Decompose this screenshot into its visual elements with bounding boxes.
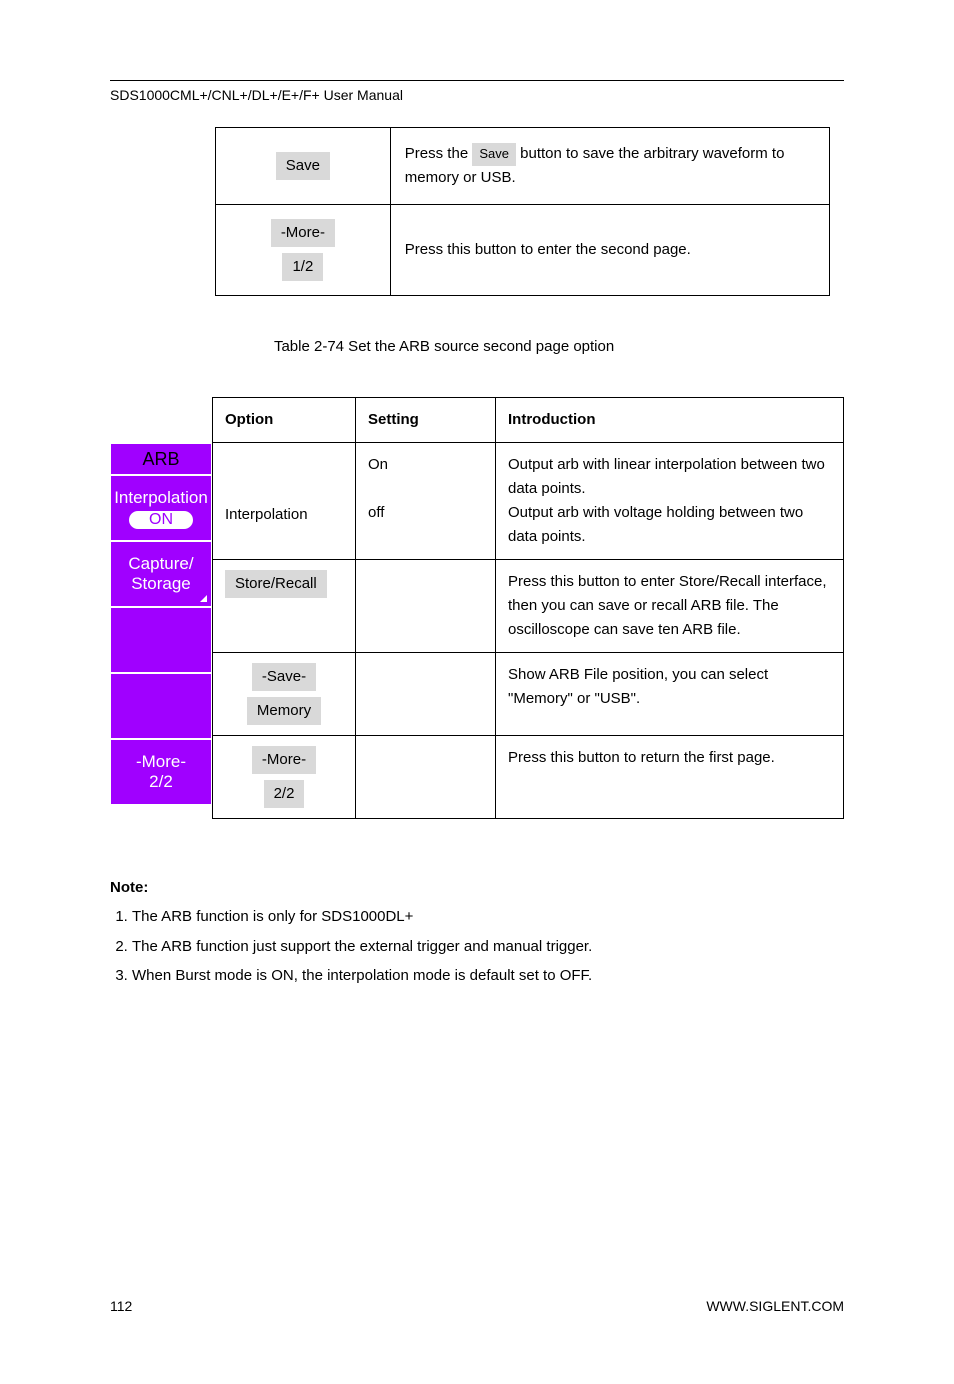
table-row: Store/Recall Press this button to enter … <box>213 560 844 653</box>
setting-cell <box>356 736 496 819</box>
save-label: -Save- <box>252 663 316 691</box>
store-recall-button-label: Store/Recall <box>225 570 327 598</box>
page-indicator-label: 2/2 <box>264 780 305 808</box>
interpolation-value-pill: ON <box>129 511 193 529</box>
note-list: The ARB function is only for SDS1000DL+ … <box>110 904 844 989</box>
page-number: 112 <box>110 1298 132 1314</box>
table-row: Interpolation Onoff Output arb with line… <box>213 443 844 560</box>
desc-part: Press the <box>405 145 473 162</box>
more-label: -More- <box>252 746 316 774</box>
menu-item-interpolation[interactable]: Interpolation ON <box>110 475 212 541</box>
page-footer: 112 WWW.SIGLENT.COM <box>110 1298 844 1314</box>
menu-label-line2: Storage <box>131 574 191 594</box>
arb-menu-section: ARB Interpolation ON Capture/ Storage -M… <box>110 397 844 819</box>
menu-label-line1: -More- <box>136 752 186 772</box>
menu-label: Interpolation <box>114 488 208 508</box>
menu-item-blank <box>110 673 212 739</box>
intro-cell: Output arb with linear interpolation bet… <box>496 443 844 560</box>
option-cell-store-recall: Store/Recall <box>213 560 356 653</box>
option-cell: -More- 1/2 <box>216 205 391 296</box>
intro-cell: Press this button to enter Store/Recall … <box>496 560 844 653</box>
menu-label-line2: 2/2 <box>149 772 173 792</box>
option-cell-interpolation: Interpolation <box>213 443 356 560</box>
save-button-label: Save <box>276 152 330 180</box>
option-desc: Press this button to enter the second pa… <box>390 205 829 296</box>
setting-cell: Onoff <box>356 443 496 560</box>
table-row: -Save- Memory Show ARB File position, yo… <box>213 653 844 736</box>
setting-cell <box>356 653 496 736</box>
page-indicator-label: 1/2 <box>282 253 323 281</box>
col-header-setting: Setting <box>356 398 496 443</box>
table-caption: Table 2-74 Table 2-74 Set the ARB source… <box>180 336 844 357</box>
note-item: The ARB function is only for SDS1000DL+ <box>132 904 844 930</box>
table-row: Save Press the Save button to save the a… <box>216 128 830 205</box>
intro-cell: Show ARB File position, you can select "… <box>496 653 844 736</box>
memory-label: Memory <box>247 697 321 725</box>
setting-cell <box>356 560 496 653</box>
caption-text: Table 2-74 Set the ARB source second pag… <box>274 338 614 355</box>
header-text: SDS1000CML+/CNL+/DL+/E+/F+ User Manual <box>110 87 844 103</box>
note-item: When Burst mode is ON, the interpolation… <box>132 963 844 989</box>
menu-item-more[interactable]: -More- 2/2 <box>110 739 212 805</box>
table-row: -More- 2/2 Press this button to return t… <box>213 736 844 819</box>
arb-option-table: Option Setting Introduction Interpolatio… <box>212 397 844 819</box>
header-divider <box>110 80 844 81</box>
note-title: Note: <box>110 879 844 896</box>
menu-title-arb: ARB <box>110 443 212 475</box>
option-cell: Save <box>216 128 391 205</box>
menu-label-line1: Capture/ <box>128 554 193 574</box>
note-item: The ARB function just support the extern… <box>132 934 844 960</box>
option-cell-more: -More- 2/2 <box>213 736 356 819</box>
table-row: -More- 1/2 Press this button to enter th… <box>216 205 830 296</box>
col-header-option: Option <box>213 398 356 443</box>
option-cell-save-memory: -Save- Memory <box>213 653 356 736</box>
menu-item-capture-storage[interactable]: Capture/ Storage <box>110 541 212 607</box>
table-header-row: Option Setting Introduction <box>213 398 844 443</box>
col-header-introduction: Introduction <box>496 398 844 443</box>
page-root: SDS1000CML+/CNL+/DL+/E+/F+ User Manual S… <box>0 0 954 1053</box>
submenu-indicator-icon <box>200 595 207 602</box>
more-button-label: -More- <box>271 219 335 247</box>
menu-item-blank <box>110 607 212 673</box>
inline-save-button-label: Save <box>472 143 516 166</box>
option-desc: Press the Save button to save the arbitr… <box>390 128 829 205</box>
arb-side-menu: ARB Interpolation ON Capture/ Storage -M… <box>110 443 212 805</box>
intro-cell: Press this button to return the first pa… <box>496 736 844 819</box>
note-block: Note: The ARB function is only for SDS10… <box>110 879 844 989</box>
top-option-table: Save Press the Save button to save the a… <box>215 127 830 296</box>
footer-url: WWW.SIGLENT.COM <box>706 1298 844 1314</box>
